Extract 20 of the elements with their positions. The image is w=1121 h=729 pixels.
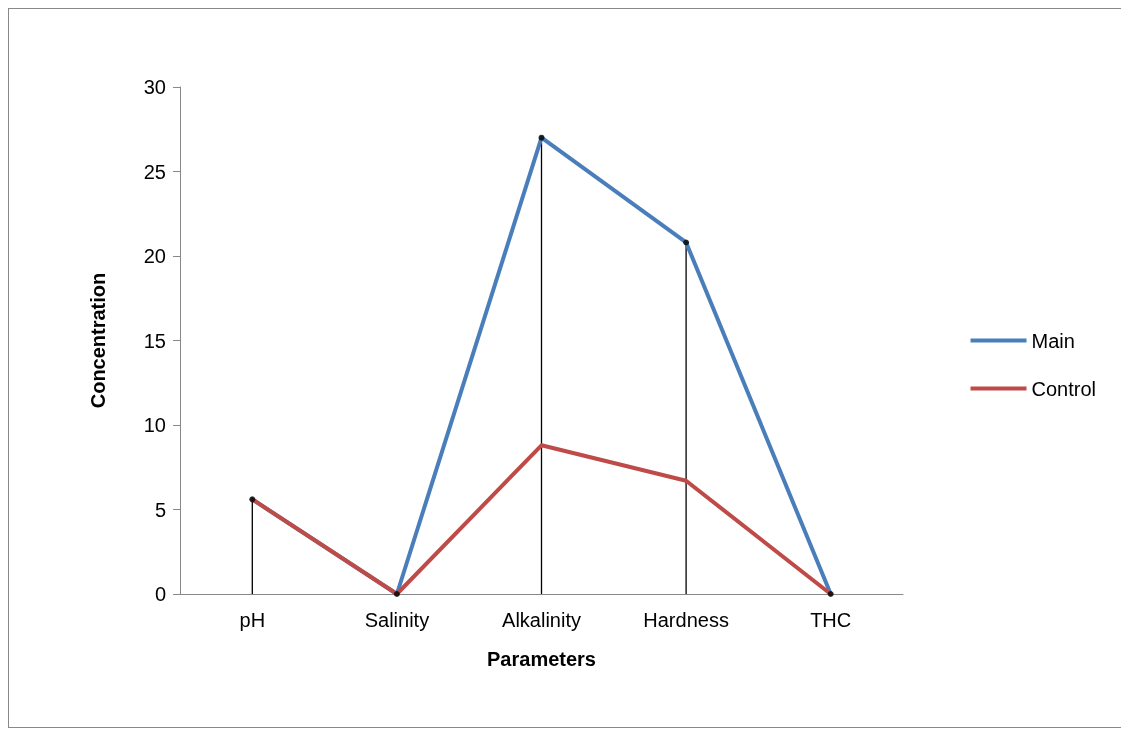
legend-label: Control xyxy=(1031,377,1097,400)
y-tick-label: 20 xyxy=(143,245,166,267)
y-tick-label: 0 xyxy=(154,583,166,605)
y-tick-label: 25 xyxy=(143,160,166,183)
point xyxy=(249,496,256,503)
y-tick-label: 5 xyxy=(154,498,166,521)
x-tick-label: Alkalinity xyxy=(502,609,581,631)
x-tick-label: THC xyxy=(810,609,852,631)
y-tick-label: 30 xyxy=(143,76,166,98)
x-tick-label: Hardness xyxy=(643,609,729,631)
x-tick-label: Salinity xyxy=(364,609,430,631)
point xyxy=(827,591,834,597)
point xyxy=(393,591,400,597)
y-tick-label: 15 xyxy=(143,329,166,352)
y-tick-label: 10 xyxy=(143,414,166,436)
x-tick-label: pH xyxy=(239,609,266,631)
x-axis-title: Parameters xyxy=(487,648,596,670)
point xyxy=(683,239,690,246)
legend-label: Main xyxy=(1031,329,1075,352)
y-axis-title: Concentration xyxy=(87,272,109,409)
